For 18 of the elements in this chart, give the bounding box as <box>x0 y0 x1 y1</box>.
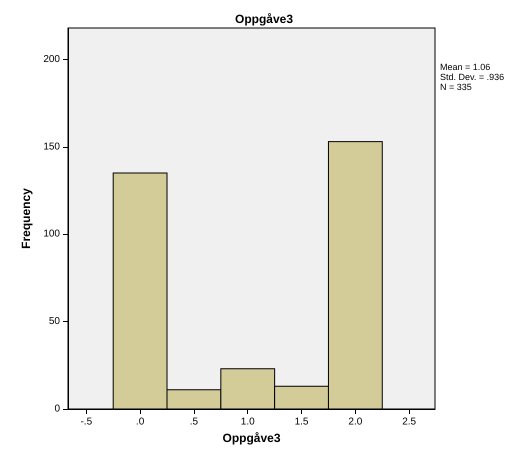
x-axis-title: Oppgåve3 <box>222 430 281 445</box>
x-tick-label: 2.0 <box>348 416 363 428</box>
text: Std. Dev. = .936 <box>440 72 504 82</box>
x-tick-label: 1.5 <box>294 416 309 428</box>
text: Mean = 1.06 <box>440 62 490 72</box>
x-tick-label: -.5 <box>80 416 93 428</box>
y-tick-label: 50 <box>48 316 60 328</box>
text: N = 335 <box>440 82 472 92</box>
y-tick-label: 100 <box>43 228 60 240</box>
y-tick-label: 200 <box>43 54 60 65</box>
y-tick-label: 150 <box>43 141 60 152</box>
y-axis-title: Frequency <box>19 188 33 249</box>
x-tick-label: 1.0 <box>240 416 256 428</box>
x-tick-label: .0 <box>136 416 145 428</box>
x-tick-label: 2.5 <box>402 416 417 428</box>
x-tick-label: .5 <box>190 416 199 428</box>
chart-title: Oppgåve3 <box>234 12 294 26</box>
y-tick-label: 0 <box>54 404 60 414</box>
